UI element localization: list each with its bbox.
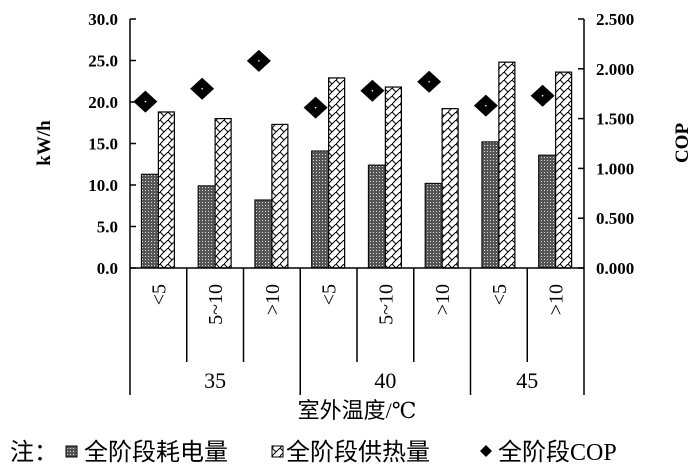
x-tick-label: 5~10 — [205, 284, 227, 325]
legend-label-cop: 全阶段COP — [498, 439, 617, 466]
y2-tick-label: 0.500 — [596, 209, 634, 228]
y2-tick-label: 1.000 — [596, 159, 634, 178]
bar-heat — [555, 71, 573, 269]
legend-swatch-power — [65, 445, 78, 458]
bar-power — [311, 150, 330, 269]
x-tick-label: >10 — [432, 284, 454, 315]
bar-heat — [498, 61, 516, 269]
x-axis-label: 室外温度/℃ — [298, 398, 417, 423]
point-cop-center — [485, 104, 487, 107]
y-tick-label: 10.0 — [88, 176, 118, 195]
point-cop-center — [428, 80, 430, 83]
legend-label-heat: 全阶段供热量 — [286, 439, 430, 466]
y-tick-label: 20.0 — [88, 93, 118, 112]
point-cop-center — [314, 106, 317, 109]
y2-tick-label: 2.500 — [596, 10, 634, 29]
bar-heat — [157, 111, 175, 269]
point-cop-center — [201, 87, 203, 90]
point-cop-center — [371, 89, 374, 92]
bar-power — [538, 154, 557, 269]
point-cop-center — [541, 94, 544, 97]
legend: 注： 全阶段耗电量 全阶段供热量 全阶段COP — [10, 439, 617, 466]
bar-heat — [328, 77, 346, 269]
x-tick-label: <5 — [148, 284, 170, 305]
x-tick-label: >10 — [546, 284, 568, 315]
bar-power — [367, 164, 386, 269]
bar-power — [197, 185, 216, 269]
y2-tick-label: 0.000 — [596, 259, 634, 278]
y2-tick-label: 2.000 — [596, 60, 634, 79]
y-tick-label: 5.0 — [97, 218, 118, 237]
group-label: 40 — [374, 368, 396, 393]
y-tick-label: 30.0 — [88, 10, 118, 29]
x-tick-label: <5 — [489, 284, 511, 305]
point-cop-center — [144, 100, 147, 103]
x-tick-label: >10 — [262, 284, 284, 315]
legend-prefix: 注： — [10, 439, 58, 466]
bar-heat — [441, 108, 459, 269]
y2-axis-label: COP — [672, 123, 693, 164]
x-tick-label: <5 — [319, 284, 341, 305]
legend-swatch-heat — [271, 445, 284, 458]
bar-heat — [214, 117, 232, 269]
y-tick-label: 0.0 — [97, 259, 118, 278]
legend-label-power: 全阶段耗电量 — [84, 439, 228, 466]
y-tick-label: 25.0 — [88, 52, 118, 71]
y-tick-label: 15.0 — [88, 135, 118, 154]
group-label: 35 — [204, 368, 226, 393]
bar-heat — [271, 123, 289, 269]
point-cop-center — [258, 60, 260, 62]
bar-power — [254, 199, 273, 269]
y-axis-label: kW/h — [34, 120, 55, 166]
bar-power — [481, 141, 500, 269]
bar-heat — [384, 86, 402, 269]
group-label: 45 — [516, 368, 538, 393]
x-tick-label: 5~10 — [375, 284, 397, 325]
bar-power — [140, 173, 159, 269]
y2-tick-label: 1.500 — [596, 110, 634, 129]
bar-power — [424, 182, 443, 269]
legend-marker-cop — [480, 445, 492, 457]
